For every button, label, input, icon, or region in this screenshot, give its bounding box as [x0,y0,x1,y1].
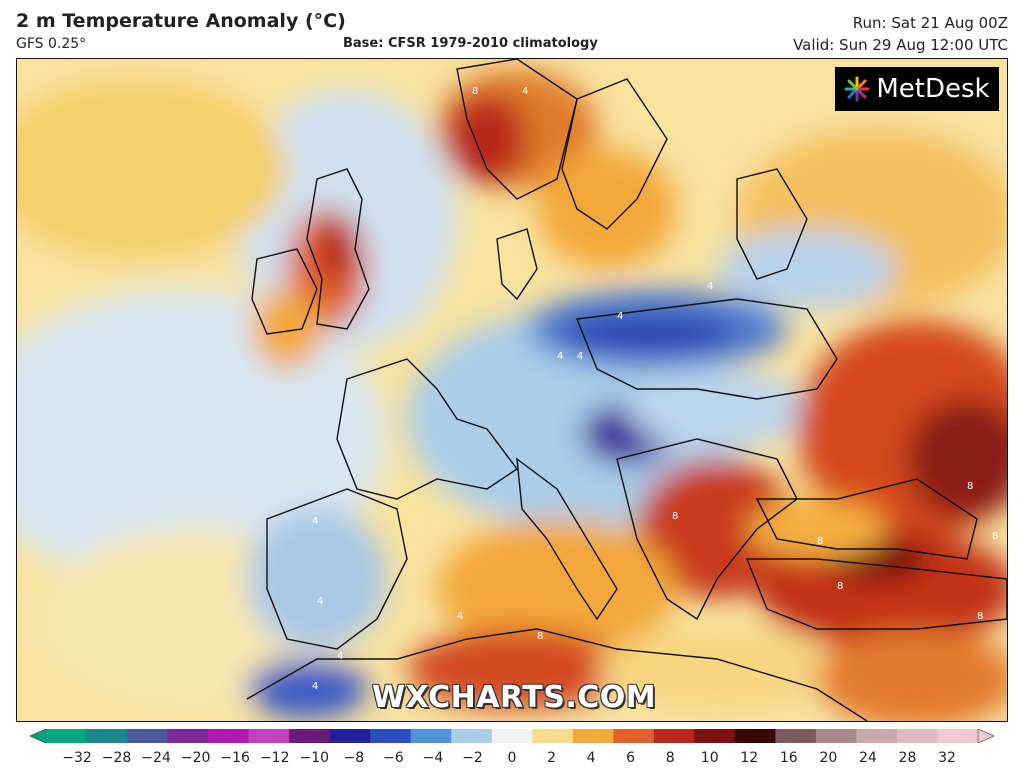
scale-tick-label: −6 [383,750,404,766]
scale-arrow-high [977,728,995,744]
climatology-base-label: Base: CFSR 1979-2010 climatology [343,36,598,51]
svg-text:8: 8 [537,631,543,642]
model-label: GFS 0.25° [16,36,87,52]
svg-text:4: 4 [617,311,623,322]
svg-text:4: 4 [312,681,318,692]
scale-swatch [694,729,736,743]
scale-tick-label: 20 [819,750,838,766]
scale-tick-label: −8 [343,750,365,766]
wxcharts-watermark: WXCHARTS.COM [372,680,657,715]
scale-swatch [572,729,614,743]
scale-tick-label: −12 [259,750,290,766]
scale-swatch [896,729,938,743]
scale-swatch [329,729,371,743]
scale-swatch [248,729,290,743]
scale-swatch [127,729,169,743]
coastlines [246,59,1007,721]
scale-swatch [491,729,533,743]
scale-swatch [289,729,331,743]
scale-tick-label: −28 [101,750,132,766]
scale-tick-label: 16 [779,750,798,766]
svg-text:4: 4 [317,596,323,607]
svg-text:4: 4 [577,351,583,362]
scale-swatch [451,729,493,743]
svg-text:4: 4 [707,281,713,292]
scale-swatch [937,729,979,743]
scale-tick-label: 28 [898,750,917,766]
scale-tick-label: 32 [938,750,956,766]
scale-swatch [856,729,898,743]
svg-text:8: 8 [672,511,678,522]
scale-swatch [815,729,857,743]
scale-swatch [208,729,250,743]
scale-tick-label: −32 [62,750,92,766]
scale-arrow-low [29,728,47,744]
scale-swatch [370,729,412,743]
svg-text:4: 4 [457,611,463,622]
svg-text:8: 8 [472,86,478,97]
scale-tick-label: 10 [700,750,719,766]
metdesk-starburst-icon [844,76,870,102]
scale-tick-label: −4 [422,750,444,766]
scale-tick-label: 2 [547,750,556,766]
scale-tick-label: 0 [507,750,517,766]
map-title: 2 m Temperature Anomaly (°C) [16,10,346,32]
valid-time-label: Valid: Sun 29 Aug 12:00 UTC [793,36,1008,54]
svg-text:4: 4 [312,516,318,527]
scale-tick-label: −16 [220,750,250,766]
metdesk-logo: MetDesk [835,67,999,111]
scale-tick-label: 12 [740,750,759,766]
scale-swatch [410,729,452,743]
scale-swatch [734,729,776,743]
scale-swatch [613,729,655,743]
scale-swatch [46,729,88,743]
svg-text:4: 4 [522,86,528,97]
scale-swatch [167,729,209,743]
temperature-anomaly-map[interactable]: 8 4 4 4 4 4 4 4 8 8 8 8 8 8 8 4 4 4 [16,58,1008,722]
svg-text:8: 8 [977,611,983,622]
svg-text:4: 4 [557,351,563,362]
scale-tick-label: 8 [665,750,675,766]
scale-tick-label: 6 [626,750,636,766]
scale-tick-label: −24 [141,750,171,766]
color-scale-bar [29,728,995,744]
svg-text:8: 8 [967,481,973,492]
scale-tick-label: −20 [180,750,211,766]
scale-swatch [653,729,695,743]
scale-tick-label: 4 [586,750,596,766]
svg-text:8: 8 [837,581,843,592]
scale-tick-label: −2 [462,750,483,766]
color-scale-ticks: −32 −28 −24 −20 −16 −12 −10 −8 −6 −4 −2 0 2 4 6 8 10 12 16… [0,748,1024,772]
scale-swatch [532,729,574,743]
contour-labels: 8 4 4 4 4 4 4 4 8 8 8 8 8 8 8 4 4 4 [312,86,998,692]
svg-text:8: 8 [817,536,823,547]
anomaly-field [17,69,1007,721]
scale-tick-label: 24 [858,750,877,766]
run-time-label: Run: Sat 21 Aug 00Z [852,14,1008,32]
scale-swatch [775,729,817,743]
svg-text:4: 4 [337,651,343,662]
metdesk-wordmark: MetDesk [876,74,990,104]
scale-tick-label: −10 [299,750,330,766]
svg-text:8: 8 [992,531,998,542]
scale-swatch [86,729,128,743]
